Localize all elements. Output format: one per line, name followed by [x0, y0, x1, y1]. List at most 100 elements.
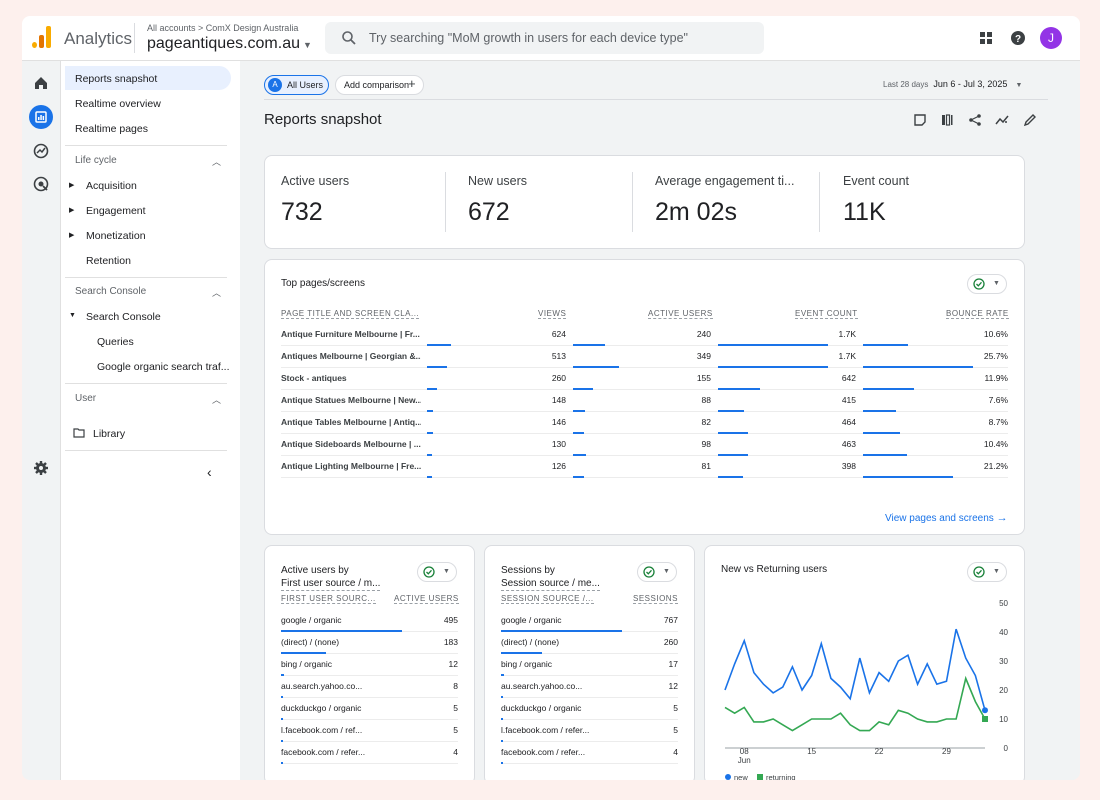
table-row[interactable]: facebook.com / refer... 4	[281, 742, 458, 764]
data-quality-dropdown[interactable]: ▼	[637, 562, 677, 582]
column-header[interactable]: FIRST USER SOURC...	[281, 594, 376, 604]
kpi-value: 11K	[843, 198, 886, 226]
table-row[interactable]: Antiques Melbourne | Georgian &... 513 349…	[281, 346, 1008, 368]
kpi-event-count[interactable]: Event count 11K	[843, 174, 1023, 227]
card-title[interactable]: Active users by First user source / m...	[281, 565, 381, 591]
expand-arrow-icon[interactable]: ▶	[69, 232, 75, 239]
column-header[interactable]: ACTIVE USERS	[394, 594, 459, 604]
table-row[interactable]: bing / organic 17	[501, 654, 678, 676]
collapse-arrow-icon[interactable]: ▼	[69, 312, 76, 319]
series-line-returning[interactable]	[724, 675, 986, 732]
nav-item-realtime-pages[interactable]: Realtime pages	[75, 123, 148, 135]
settings-gear-icon[interactable]	[31, 458, 51, 478]
add-comparison-button[interactable]: Add comparison +	[335, 75, 424, 95]
table-row[interactable]: au.search.yahoo.co... 8	[281, 676, 458, 698]
table-row[interactable]: bing / organic 12	[281, 654, 458, 676]
explore-icon[interactable]	[31, 141, 51, 161]
nav-item-acquisition[interactable]: Acquisition	[86, 180, 137, 192]
table-cell: 126	[551, 461, 566, 471]
table-row[interactable]: Antique Lighting Melbourne | Fre... 126 81…	[281, 456, 1008, 478]
column-header[interactable]: EVENT COUNT	[795, 309, 858, 319]
nav-item-monetization[interactable]: Monetization	[86, 230, 146, 242]
chevron-up-icon[interactable]: ︿	[212, 157, 222, 167]
apps-grid-icon[interactable]	[978, 30, 994, 46]
column-header[interactable]: PAGE TITLE AND SCREEN CLA...	[281, 309, 420, 319]
table-row[interactable]: (direct) / (none) 260	[501, 632, 678, 654]
kpi-avg-engagement[interactable]: Average engagement ti... 2m 02s	[655, 174, 805, 227]
table-row[interactable]: facebook.com / refer... 4	[501, 742, 678, 764]
kpi-new-users[interactable]: New users 672	[468, 174, 648, 227]
value-bar	[863, 432, 900, 434]
nav-item-engagement[interactable]: Engagement	[86, 205, 146, 217]
all-users-chip[interactable]: A All Users	[264, 75, 329, 95]
table-row[interactable]: l.facebook.com / ref... 5	[281, 720, 458, 742]
nav-item-realtime-overview[interactable]: Realtime overview	[75, 98, 161, 110]
nav-selected-highlight	[65, 66, 231, 90]
nav-item-reports-snapshot[interactable]: Reports snapshot	[75, 73, 158, 85]
table-row[interactable]: l.facebook.com / refer... 5	[501, 720, 678, 742]
table-row[interactable]: Antique Statues Melbourne | New... 148 88 4…	[281, 390, 1008, 412]
chevron-up-icon[interactable]: ︿	[212, 288, 222, 298]
analytics-app: Analytics All accounts > ComX Design Aus…	[22, 16, 1080, 780]
view-pages-link[interactable]: View pages and screens →	[885, 512, 1008, 524]
table-row[interactable]: Antique Furniture Melbourne | Fr... 624 24…	[281, 324, 1008, 346]
divider	[65, 145, 227, 146]
column-header[interactable]: VIEWS	[538, 309, 567, 319]
compare-icon[interactable]	[940, 113, 954, 127]
reports-icon[interactable]	[29, 105, 53, 129]
avatar[interactable]: J	[1040, 27, 1062, 49]
property-selector[interactable]: pageantiques.com.au ▼	[147, 35, 312, 53]
search-placeholder: Try searching "MoM growth in users for e…	[369, 31, 688, 45]
collapse-nav-icon[interactable]: ‹	[207, 464, 212, 480]
value-bar	[427, 366, 447, 368]
data-quality-dropdown[interactable]: ▼	[417, 562, 457, 582]
kpi-value: 672	[468, 198, 510, 226]
breadcrumb[interactable]: All accounts > ComX Design Australia	[147, 23, 299, 33]
nav-item-retention[interactable]: Retention	[86, 255, 131, 267]
table-cell: 398	[841, 461, 856, 471]
date-range-picker[interactable]: Last 28 days Jun 6 - Jul 3, 2025 ▼	[883, 79, 1022, 89]
nav-group-search-console[interactable]: Search Console	[86, 311, 161, 323]
column-header[interactable]: BOUNCE RATE	[946, 309, 1009, 319]
data-quality-dropdown[interactable]: ▼	[967, 274, 1007, 294]
table-cell: 155	[696, 373, 711, 383]
advertising-icon[interactable]	[31, 174, 51, 194]
table-row[interactable]: Antique Tables Melbourne | Antiq... 146 82…	[281, 412, 1008, 434]
pencil-icon[interactable]	[1023, 113, 1037, 127]
column-header[interactable]: ACTIVE USERS	[648, 309, 713, 319]
kpi-active-users[interactable]: Active users 732	[281, 174, 461, 227]
table-row[interactable]: Stock - antiques 260 155 642 11.9%	[281, 368, 1008, 390]
insights-icon[interactable]	[995, 113, 1009, 127]
nav-item-google-organic[interactable]: Google organic search traf...	[97, 361, 230, 373]
chevron-up-icon[interactable]: ︿	[212, 395, 222, 405]
home-icon[interactable]	[31, 73, 51, 93]
table-row[interactable]: google / organic 495	[281, 610, 458, 632]
value-bar	[718, 344, 828, 346]
edit-note-icon[interactable]	[913, 113, 927, 127]
section-life-cycle[interactable]: Life cycle	[75, 155, 117, 166]
table-row[interactable]: duckduckgo / organic 5	[281, 698, 458, 720]
table-row[interactable]: (direct) / (none) 183	[281, 632, 458, 654]
help-icon[interactable]: ?	[1010, 30, 1026, 46]
card-title[interactable]: Sessions by Session source / me...	[501, 565, 600, 591]
column-header[interactable]: SESSIONS	[633, 594, 678, 604]
y-tick-label: 40	[999, 628, 1008, 637]
value-bar	[501, 652, 542, 654]
section-user[interactable]: User	[75, 393, 97, 404]
table-row[interactable]: au.search.yahoo.co... 12	[501, 676, 678, 698]
expand-arrow-icon[interactable]: ▶	[69, 207, 75, 214]
table-row[interactable]: google / organic 767	[501, 610, 678, 632]
column-header[interactable]: SESSION SOURCE /...	[501, 594, 594, 604]
data-quality-dropdown[interactable]: ▼	[967, 562, 1007, 582]
series-line-new[interactable]	[724, 628, 986, 711]
table-row[interactable]: Antique Sideboards Melbourne | ... 130 98 4…	[281, 434, 1008, 456]
kpi-card[interactable]: Active users 732 New users 672 Average eng…	[264, 155, 1025, 249]
search-bar[interactable]: Try searching "MoM growth in users for e…	[325, 22, 764, 54]
expand-arrow-icon[interactable]: ▶	[69, 182, 75, 189]
table-row[interactable]: duckduckgo / organic 5	[501, 698, 678, 720]
share-icon[interactable]	[968, 113, 982, 127]
nav-item-library[interactable]: Library	[93, 428, 126, 440]
section-search-console[interactable]: Search Console	[75, 286, 147, 297]
nav-item-queries[interactable]: Queries	[97, 336, 134, 348]
